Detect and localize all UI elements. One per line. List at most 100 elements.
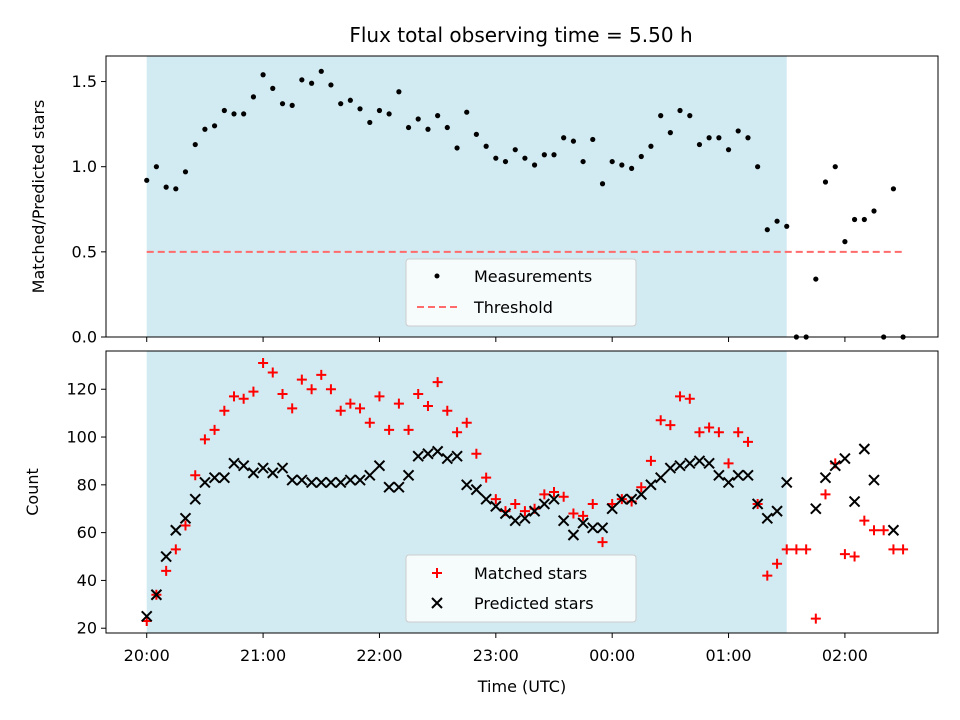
matched-star-point xyxy=(209,424,220,435)
predicted-star-point xyxy=(276,462,289,474)
matched-star-point xyxy=(558,491,569,502)
top-y-tick-label: 0.0 xyxy=(72,328,97,347)
x-axis-ticks-bottom: 20:00 21:00 22:00 23:00 00:00 01:00 02:00 xyxy=(124,633,868,665)
measurement-point xyxy=(735,128,741,134)
matched-star-point xyxy=(345,398,356,409)
measurement-point xyxy=(425,126,431,132)
measurement-point xyxy=(279,101,286,107)
measurement-point xyxy=(822,179,829,185)
top-y-tick-label: 1.0 xyxy=(72,157,97,176)
predicted-star-point xyxy=(412,450,424,462)
matched-star-point xyxy=(713,427,724,438)
panel-ratio: 0.0 0.5 1.0 1.5 Matched/Predicted stars Mea… xyxy=(29,55,939,347)
matched-star-point xyxy=(316,369,327,380)
predicted-star-point xyxy=(179,512,192,524)
matched-star-point xyxy=(481,472,492,483)
measurement-point xyxy=(435,113,441,119)
predicted-star-point xyxy=(315,476,327,489)
measurement-point xyxy=(764,227,770,233)
predicted-star-point xyxy=(509,514,521,527)
matched-star-point xyxy=(229,391,239,402)
matched-star-point xyxy=(335,405,346,416)
measurement-point xyxy=(890,186,897,192)
matched-star-point xyxy=(190,470,201,481)
top-y-tick-label: 1.5 xyxy=(72,72,97,91)
bottom-y-tick-label: 40 xyxy=(77,571,97,590)
matched-star-point xyxy=(199,434,210,445)
matched-star-point xyxy=(733,427,744,438)
predicted-star-point xyxy=(383,481,395,493)
predicted-star-point xyxy=(645,479,657,491)
measurement-point xyxy=(502,158,509,165)
predicted-star-point xyxy=(684,457,696,470)
matched-star-point xyxy=(461,417,472,428)
measurement-point xyxy=(163,184,169,190)
y-axis-label-top: Matched/Predicted stars xyxy=(29,100,48,294)
predicted-star-point xyxy=(587,522,599,534)
matched-star-point xyxy=(655,415,666,426)
measurement-point xyxy=(182,169,189,175)
predicted-star-point xyxy=(461,479,473,491)
matched-star-point xyxy=(839,549,850,560)
matched-star-point xyxy=(665,420,676,431)
legend-box-bottom xyxy=(405,554,637,623)
predicted-star-point xyxy=(141,610,153,622)
matched-star-point xyxy=(219,405,230,416)
legend-label-measurements: Measurements xyxy=(474,267,592,286)
matched-star-point xyxy=(869,525,879,536)
measurement-point xyxy=(774,218,780,224)
measurement-point xyxy=(192,141,198,148)
predicted-star-point xyxy=(208,471,221,484)
matched-star-point xyxy=(578,510,589,521)
matched-star-point xyxy=(432,377,443,388)
matched-star-point xyxy=(762,570,773,581)
measurement-point xyxy=(745,135,751,141)
predicted-star-point xyxy=(577,517,589,529)
predicted-star-point xyxy=(732,469,744,481)
matched-star-point xyxy=(878,525,889,536)
matched-star-point xyxy=(277,389,288,400)
matched-star-point xyxy=(694,427,705,438)
measurement-point xyxy=(561,135,567,141)
matched-star-point xyxy=(490,494,501,505)
measurement-point xyxy=(415,116,421,122)
measurement-point xyxy=(784,223,790,229)
x-tick-label: 02:00 xyxy=(822,646,868,665)
matched-star-point xyxy=(645,455,656,466)
measurement-point xyxy=(493,155,499,161)
measurement-point xyxy=(851,216,858,223)
measurement-point xyxy=(396,89,402,95)
measurement-point xyxy=(153,164,159,170)
predicted-star-point xyxy=(160,550,172,563)
predicted-star-point xyxy=(364,469,376,481)
measurement-point xyxy=(512,147,518,153)
y-axis-ticks-top: 0.0 0.5 1.0 1.5 xyxy=(72,72,106,347)
matched-star-point xyxy=(607,498,618,509)
measurement-point xyxy=(328,82,334,88)
predicted-star-point xyxy=(354,474,366,486)
matched-star-point xyxy=(519,506,530,517)
predicted-star-point xyxy=(722,476,735,489)
predicted-star-point xyxy=(616,493,628,505)
measurement-point xyxy=(357,106,363,112)
predicted-star-point xyxy=(247,467,260,479)
legend-bottom: Matched stars Predicted stars xyxy=(405,554,637,623)
measurement-point xyxy=(658,113,664,119)
x-tick-label: 00:00 xyxy=(589,646,635,665)
bottom-y-tick-label: 80 xyxy=(77,475,97,494)
matched-star-point xyxy=(267,367,278,378)
matched-star-point xyxy=(141,616,152,627)
predicted-star-point xyxy=(257,462,269,474)
matched-star-point xyxy=(422,400,433,411)
matched-star-point xyxy=(859,515,870,526)
bottom-y-tick-label: 60 xyxy=(77,523,97,542)
x-tick-label: 22:00 xyxy=(356,646,402,665)
predicted-star-point xyxy=(751,498,764,510)
measurement-point xyxy=(629,165,635,171)
matched-star-point xyxy=(306,384,317,395)
measurement-point xyxy=(289,102,295,108)
measurement-point xyxy=(318,68,324,74)
y-axis-label-bottom: Count xyxy=(23,468,42,516)
measurement-point xyxy=(221,107,227,114)
